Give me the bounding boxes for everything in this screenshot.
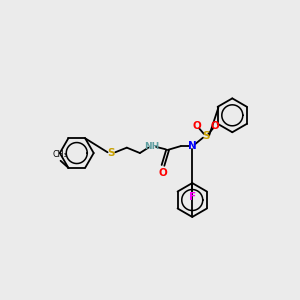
Text: F: F	[189, 192, 196, 202]
Text: S: S	[202, 131, 210, 141]
Text: N: N	[188, 141, 197, 151]
Text: CH₃: CH₃	[52, 150, 67, 159]
Text: O: O	[210, 121, 219, 131]
Text: S: S	[108, 148, 115, 158]
Text: NH: NH	[145, 142, 160, 151]
Text: O: O	[193, 121, 201, 131]
Text: O: O	[159, 168, 167, 178]
